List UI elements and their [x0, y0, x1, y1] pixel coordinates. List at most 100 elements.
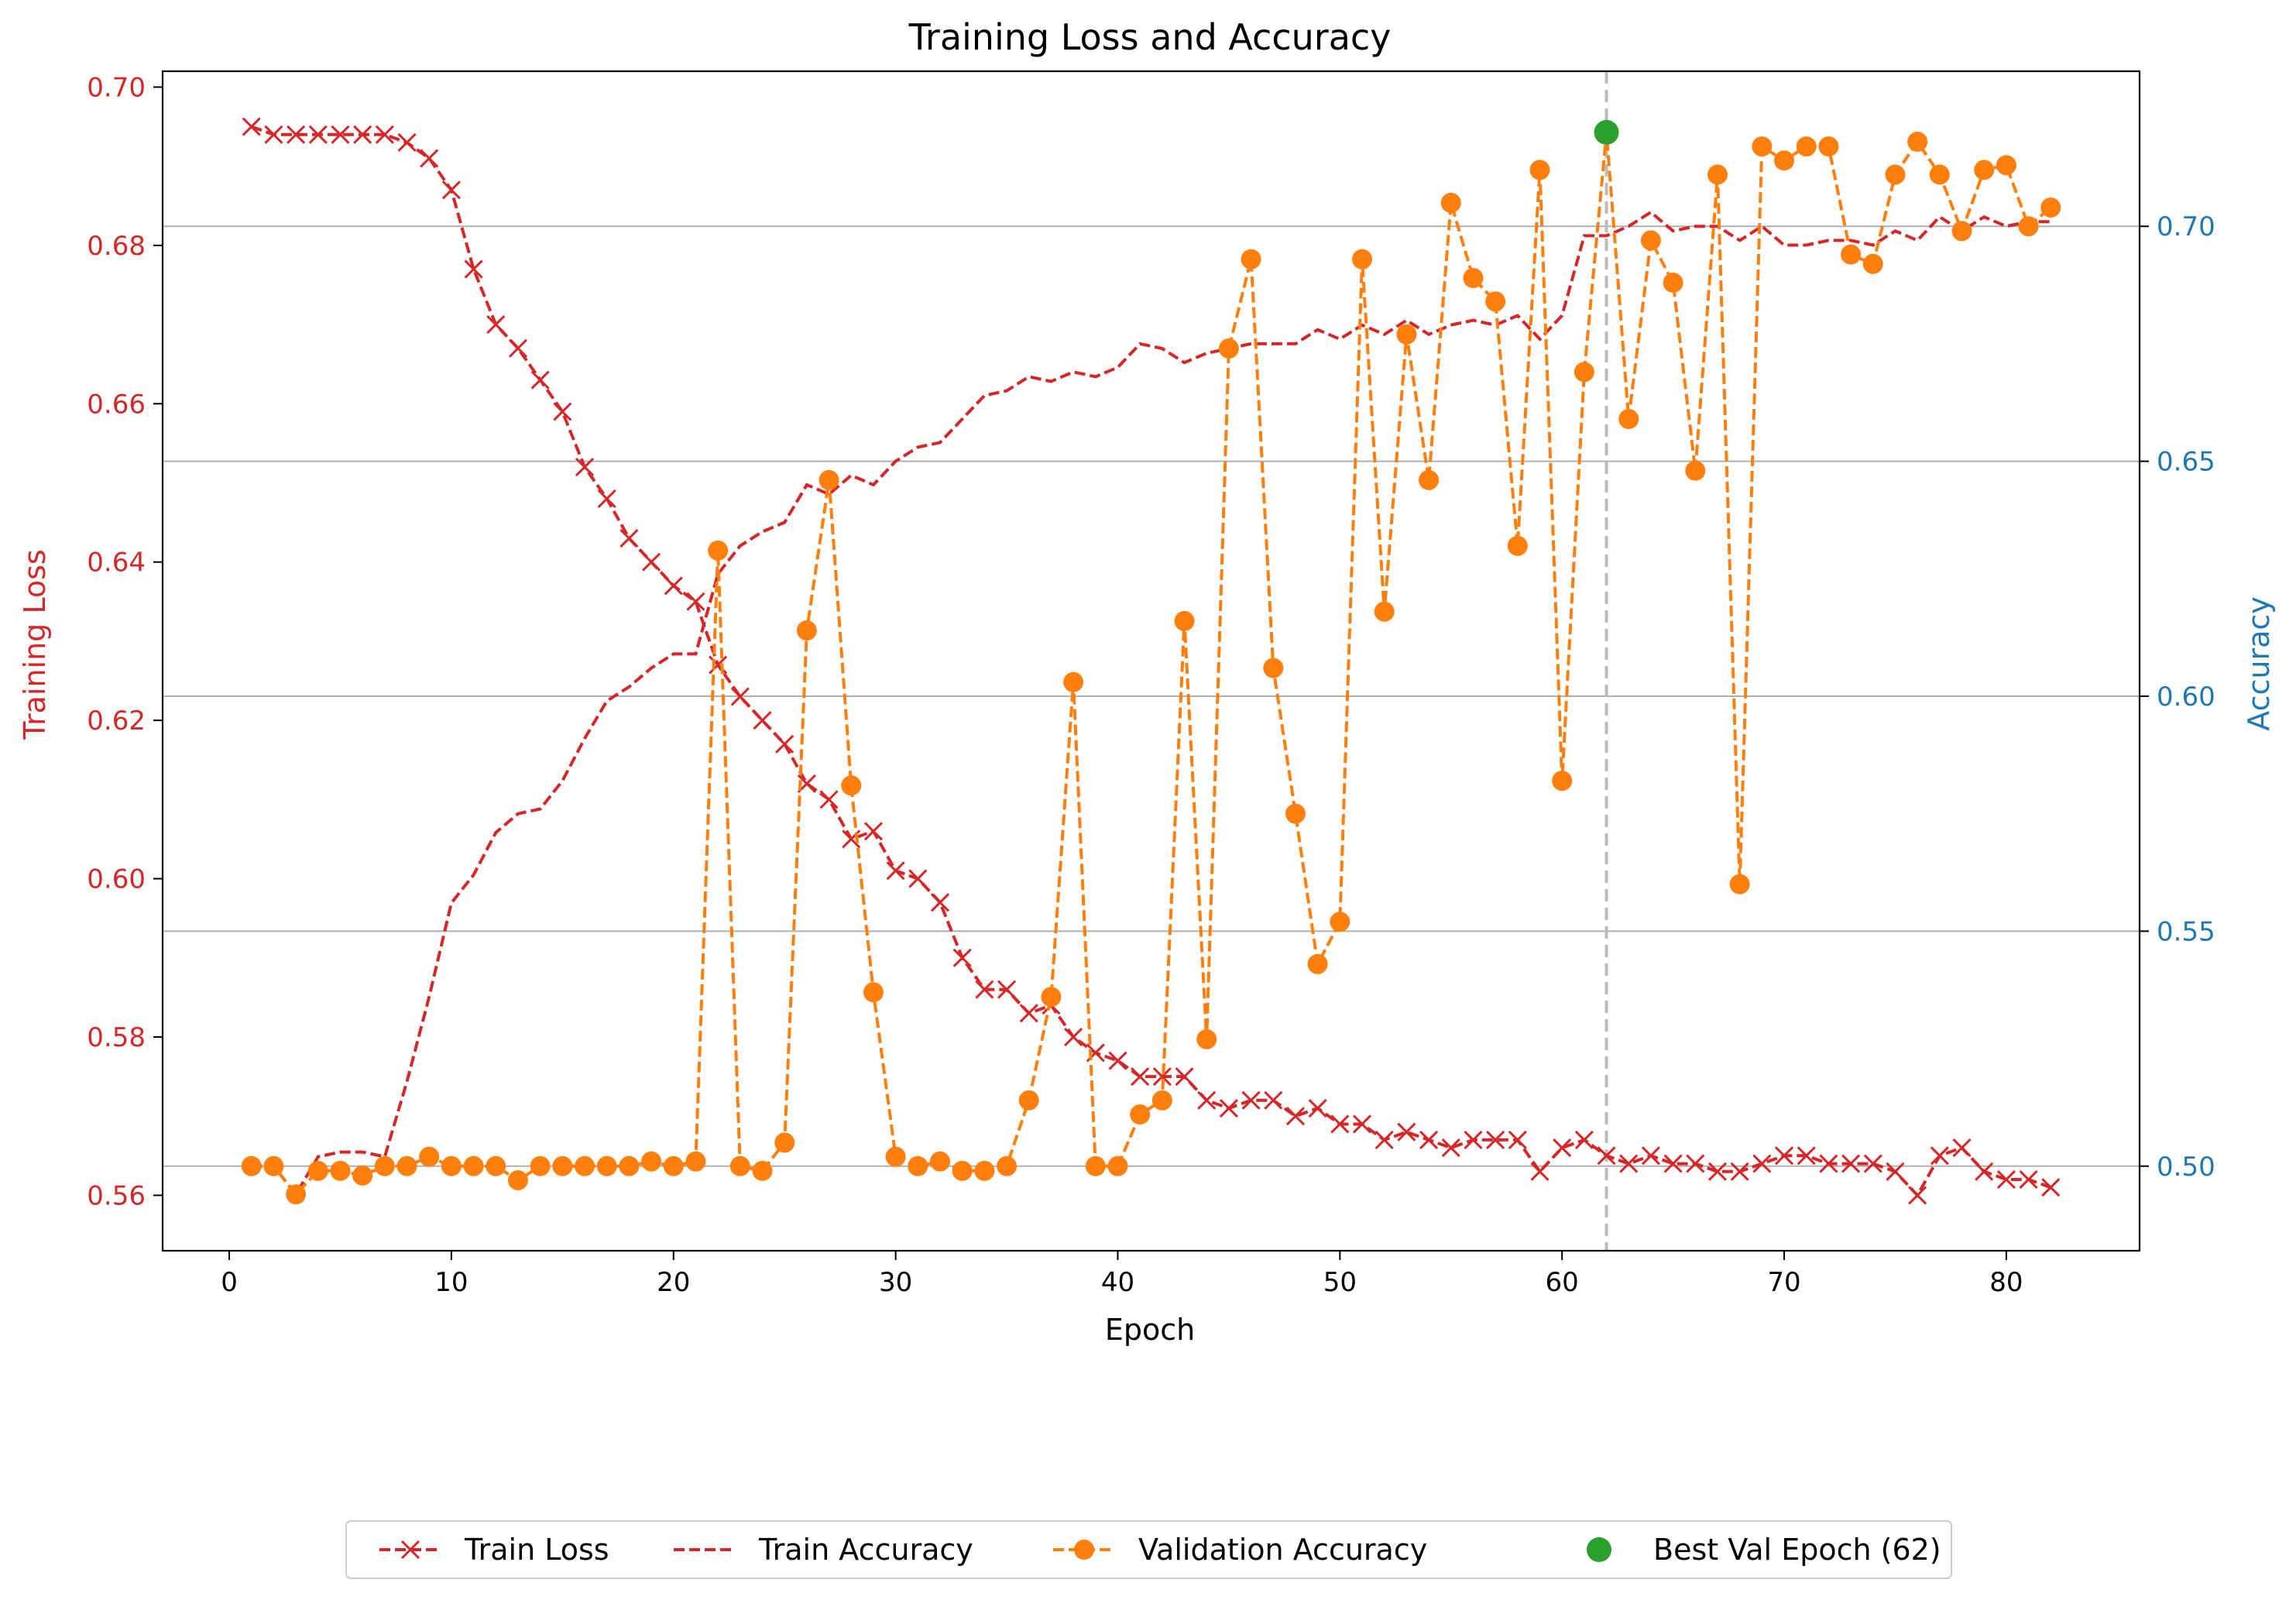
y-right-tick-label: 0.60: [2157, 682, 2215, 712]
validation-accuracy-point: [641, 1151, 662, 1172]
train-loss-point: [1530, 1162, 1550, 1181]
legend-swatch-marker: [400, 1540, 420, 1560]
train-loss-point: [441, 180, 461, 200]
series-validation-accuracy: [241, 122, 2061, 1205]
train-loss-point: [1108, 1051, 1127, 1070]
validation-accuracy-point: [1685, 460, 1706, 481]
y-left-tick-label: 0.64: [87, 548, 146, 579]
train-loss-point: [619, 529, 639, 548]
validation-accuracy-point: [1929, 164, 1950, 185]
validation-accuracy-point: [352, 1165, 373, 1186]
train-loss-point: [1064, 1027, 1083, 1047]
plot-area: [161, 70, 2141, 1252]
train-loss-point: [1952, 1138, 1972, 1158]
x-tick-label: 60: [1546, 1267, 1579, 1298]
train-loss-point: [308, 125, 328, 144]
x-axis: 0 10 20 30 40 50 60 70 80: [221, 1251, 2023, 1298]
legend-label: Best Val Epoch (62): [1653, 1533, 1941, 1567]
train-loss-point: [375, 125, 394, 144]
train-loss-point: [886, 861, 905, 881]
train-loss-point: [642, 552, 661, 572]
validation-accuracy-point: [1107, 1155, 1128, 1176]
train-loss-point: [486, 315, 506, 335]
validation-accuracy-point: [1063, 671, 1084, 692]
legend-label: Train Loss: [464, 1533, 609, 1567]
train-loss-point: [1641, 1146, 1660, 1166]
validation-accuracy-line: [251, 132, 2052, 1197]
train-loss-point: [1308, 1098, 1327, 1118]
validation-accuracy-point: [463, 1155, 484, 1176]
validation-accuracy-point: [1285, 803, 1306, 824]
train-loss-point: [1197, 1090, 1217, 1110]
plot-frame: [161, 70, 2141, 1252]
validation-accuracy-point: [774, 1132, 795, 1153]
validation-accuracy-point: [1907, 132, 1928, 153]
validation-accuracy-point: [1174, 610, 1195, 631]
train-loss-point: [242, 117, 261, 136]
train-loss-point: [952, 948, 972, 967]
train-loss-point: [264, 125, 283, 144]
train-loss-point: [753, 711, 772, 730]
validation-accuracy-point: [1818, 136, 1839, 157]
x-tick-label: 50: [1323, 1267, 1357, 1298]
validation-accuracy-point: [1752, 136, 1773, 157]
train-loss-point: [686, 592, 705, 611]
train-loss-point: [1397, 1122, 1416, 1142]
validation-accuracy-point: [1663, 273, 1683, 294]
validation-accuracy-point: [441, 1155, 462, 1176]
grid-lines: [163, 225, 2140, 1167]
train-loss-point: [575, 458, 595, 477]
validation-accuracy-point: [1419, 469, 1440, 490]
validation-accuracy-point: [1841, 244, 1862, 265]
validation-accuracy-point: [1218, 338, 1239, 359]
series-best-val-epoch: [1594, 119, 1619, 145]
train-loss-point: [1219, 1098, 1238, 1118]
legend-swatch-marker: [1074, 1540, 1094, 1560]
train-loss-point: [819, 790, 839, 809]
train-loss-point: [1797, 1146, 1816, 1166]
train-loss-point: [730, 687, 750, 706]
validation-accuracy-point: [507, 1169, 528, 1190]
validation-accuracy-point: [1552, 771, 1573, 791]
validation-accuracy-point: [1352, 249, 1373, 270]
train-loss-point: [1574, 1130, 1594, 1149]
y-left-tick-label: 0.58: [87, 1022, 146, 1053]
validation-accuracy-point: [552, 1155, 573, 1176]
validation-accuracy-point: [863, 982, 884, 1003]
validation-accuracy-point: [1974, 160, 1995, 180]
train-loss-point: [1419, 1130, 1439, 1149]
train-loss-point: [464, 259, 483, 279]
y-right-tick-label: 0.55: [2157, 916, 2215, 947]
train-loss-point: [1730, 1162, 1749, 1181]
train-loss-point: [1886, 1162, 1905, 1181]
validation-accuracy-point: [1640, 230, 1661, 251]
validation-accuracy-point: [1729, 874, 1750, 894]
x-tick-label: 30: [879, 1267, 912, 1298]
y-left-tick-label: 0.56: [87, 1180, 146, 1211]
y-left-tick-label: 0.68: [87, 231, 146, 262]
train-loss-point: [775, 734, 795, 754]
validation-accuracy-point: [1796, 136, 1817, 157]
train-loss-point: [1619, 1154, 1639, 1173]
train-loss-point: [1019, 1004, 1038, 1023]
train-loss-point: [863, 822, 883, 841]
validation-accuracy-point: [396, 1155, 417, 1176]
validation-accuracy-point: [1396, 324, 1417, 345]
validation-accuracy-point: [885, 1146, 906, 1167]
y-axis-right: 0.50 0.55 0.60 0.65 0.70: [2140, 211, 2215, 1183]
x-tick-label: 10: [434, 1267, 468, 1298]
y-left-tick-label: 0.60: [87, 864, 146, 895]
train-loss-point: [1841, 1154, 1861, 1173]
validation-accuracy-point: [1485, 291, 1506, 312]
train-loss-point: [1752, 1154, 1772, 1173]
validation-accuracy-point: [685, 1151, 706, 1172]
train-loss-point: [508, 338, 528, 358]
legend-item: Best Val Epoch (62): [1587, 1533, 1941, 1567]
train-loss-point: [1707, 1162, 1728, 1181]
train-loss-point: [1486, 1130, 1505, 1149]
validation-accuracy-point: [1862, 253, 1883, 274]
validation-accuracy-point: [263, 1155, 284, 1176]
train-loss-point: [287, 125, 306, 144]
validation-accuracy-point: [2040, 197, 2061, 218]
